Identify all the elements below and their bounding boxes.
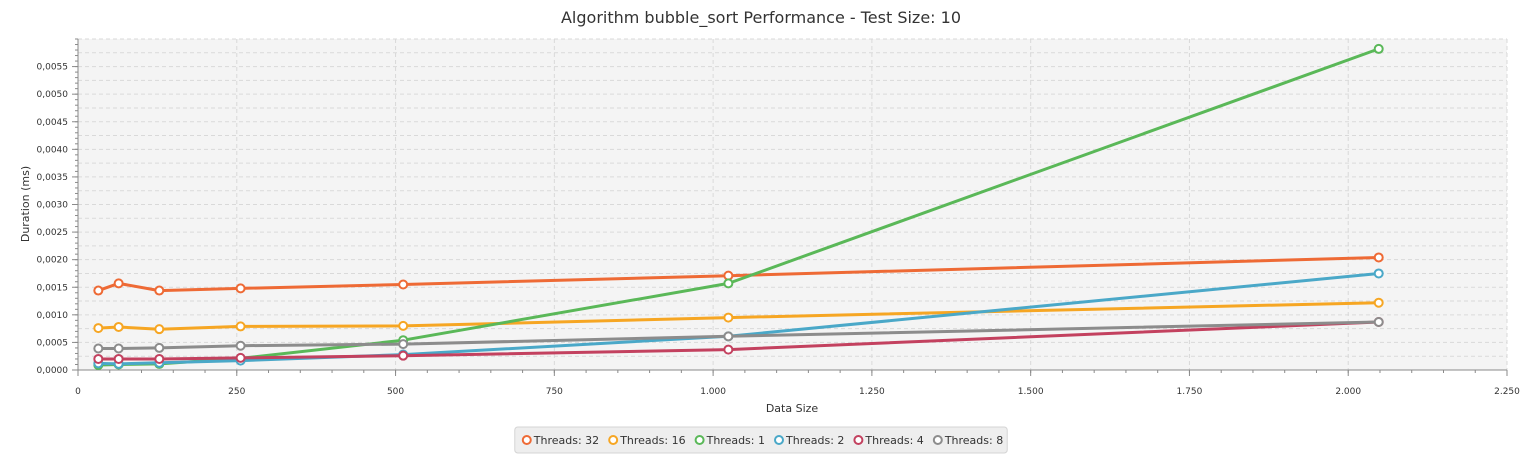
y-tick-label: 0,0015 <box>37 283 69 293</box>
x-tick-label: 1.500 <box>1018 387 1044 397</box>
x-tick-label: 1.250 <box>859 387 885 397</box>
legend-items: Threads: 32 Threads: 16 Threads: 1 Threads:… <box>521 434 1003 447</box>
y-tick-label: 0,0025 <box>37 228 69 238</box>
data-point[interactable] <box>1373 252 1384 263</box>
data-point[interactable] <box>398 339 409 350</box>
data-point[interactable] <box>154 324 165 335</box>
series-6 <box>93 317 1384 354</box>
data-point[interactable] <box>93 285 104 296</box>
x-tick-label: 1.000 <box>700 387 726 397</box>
legend-item[interactable]: Threads: 2 <box>774 434 844 447</box>
data-point[interactable] <box>235 283 246 294</box>
y-tick-label: 0,0045 <box>37 118 69 128</box>
data-point[interactable] <box>113 278 124 289</box>
y-tick-label: 0,0020 <box>37 256 69 266</box>
legend-item[interactable]: Threads: 8 <box>932 434 1003 447</box>
legend-marker <box>932 435 943 445</box>
x-tick-label: 250 <box>228 387 245 397</box>
data-point[interactable] <box>398 279 409 290</box>
data-point[interactable] <box>93 323 104 334</box>
data-point[interactable] <box>1373 268 1384 279</box>
legend-marker <box>774 435 784 445</box>
legend-label: Threads: 16 <box>619 434 685 447</box>
data-point[interactable] <box>113 321 124 332</box>
data-point[interactable] <box>723 278 734 289</box>
y-tick-label: 0,0040 <box>37 145 69 155</box>
series-group <box>93 43 1384 371</box>
x-tick-label: 750 <box>546 387 563 397</box>
legend-box <box>514 426 1008 454</box>
data-point[interactable] <box>154 342 165 353</box>
data-point[interactable] <box>723 344 734 355</box>
legend-label: Threads: 1 <box>706 434 765 447</box>
legend-label: Threads: 4 <box>864 434 923 447</box>
y-tick-label: 0,0010 <box>37 311 69 321</box>
y-tick-label: 0,0050 <box>37 90 69 100</box>
data-point[interactable] <box>723 331 734 342</box>
data-point[interactable] <box>398 320 409 331</box>
series-2 <box>93 297 1384 335</box>
y-tick-label: 0,0055 <box>37 63 69 73</box>
y-tick-label: 0,0035 <box>37 173 69 183</box>
legend-marker <box>694 435 705 445</box>
x-tick-label: 1.750 <box>1177 387 1203 397</box>
data-point[interactable] <box>113 343 124 354</box>
x-tick-label: 500 <box>387 387 404 397</box>
legend: Threads: 32 Threads: 16 Threads: 1 Threads:… <box>514 426 1008 454</box>
legend-item[interactable]: Threads: 4 <box>853 434 924 447</box>
data-point[interactable] <box>154 353 165 364</box>
data-point[interactable] <box>235 321 246 332</box>
data-point[interactable] <box>1373 297 1384 308</box>
legend-marker <box>608 435 619 445</box>
legend-item[interactable]: Threads: 1 <box>694 434 765 447</box>
legend-label: Threads: 2 <box>785 434 844 447</box>
y-tick-label: 0,0030 <box>37 201 69 211</box>
x-axis-label: Data Size <box>766 402 819 415</box>
axes: 0 250 500 750 1.000 1.250 1.500 1.750 2.000 2.250… <box>37 38 1520 397</box>
data-point[interactable] <box>398 350 409 361</box>
data-point[interactable] <box>113 353 124 364</box>
x-tick-label: 2.250 <box>1494 387 1520 397</box>
data-point[interactable] <box>1373 317 1384 328</box>
data-point[interactable] <box>1373 43 1384 54</box>
y-tick-label: 0,0000 <box>37 366 69 376</box>
y-tick-label: 0,0005 <box>37 338 69 348</box>
data-point[interactable] <box>93 343 104 354</box>
y-axis-label: Duration (ms) <box>19 166 32 242</box>
x-tick-label: 0 <box>75 387 81 397</box>
data-point[interactable] <box>93 353 104 364</box>
legend-item[interactable]: Threads: 16 <box>608 434 686 447</box>
data-point[interactable] <box>235 352 246 363</box>
data-point[interactable] <box>154 285 165 296</box>
grid-lines <box>77 38 1508 371</box>
x-tick-label: 2.000 <box>1335 387 1361 397</box>
series-1 <box>93 252 1384 296</box>
legend-label: Threads: 8 <box>944 434 1003 447</box>
data-point[interactable] <box>235 340 246 351</box>
legend-item[interactable]: Threads: 32 <box>521 434 599 447</box>
data-point[interactable] <box>723 312 734 323</box>
legend-marker <box>853 435 864 445</box>
legend-label: Threads: 32 <box>533 434 599 447</box>
chart-title: Algorithm bubble_sort Performance - Test… <box>561 8 961 28</box>
legend-marker <box>521 435 532 445</box>
